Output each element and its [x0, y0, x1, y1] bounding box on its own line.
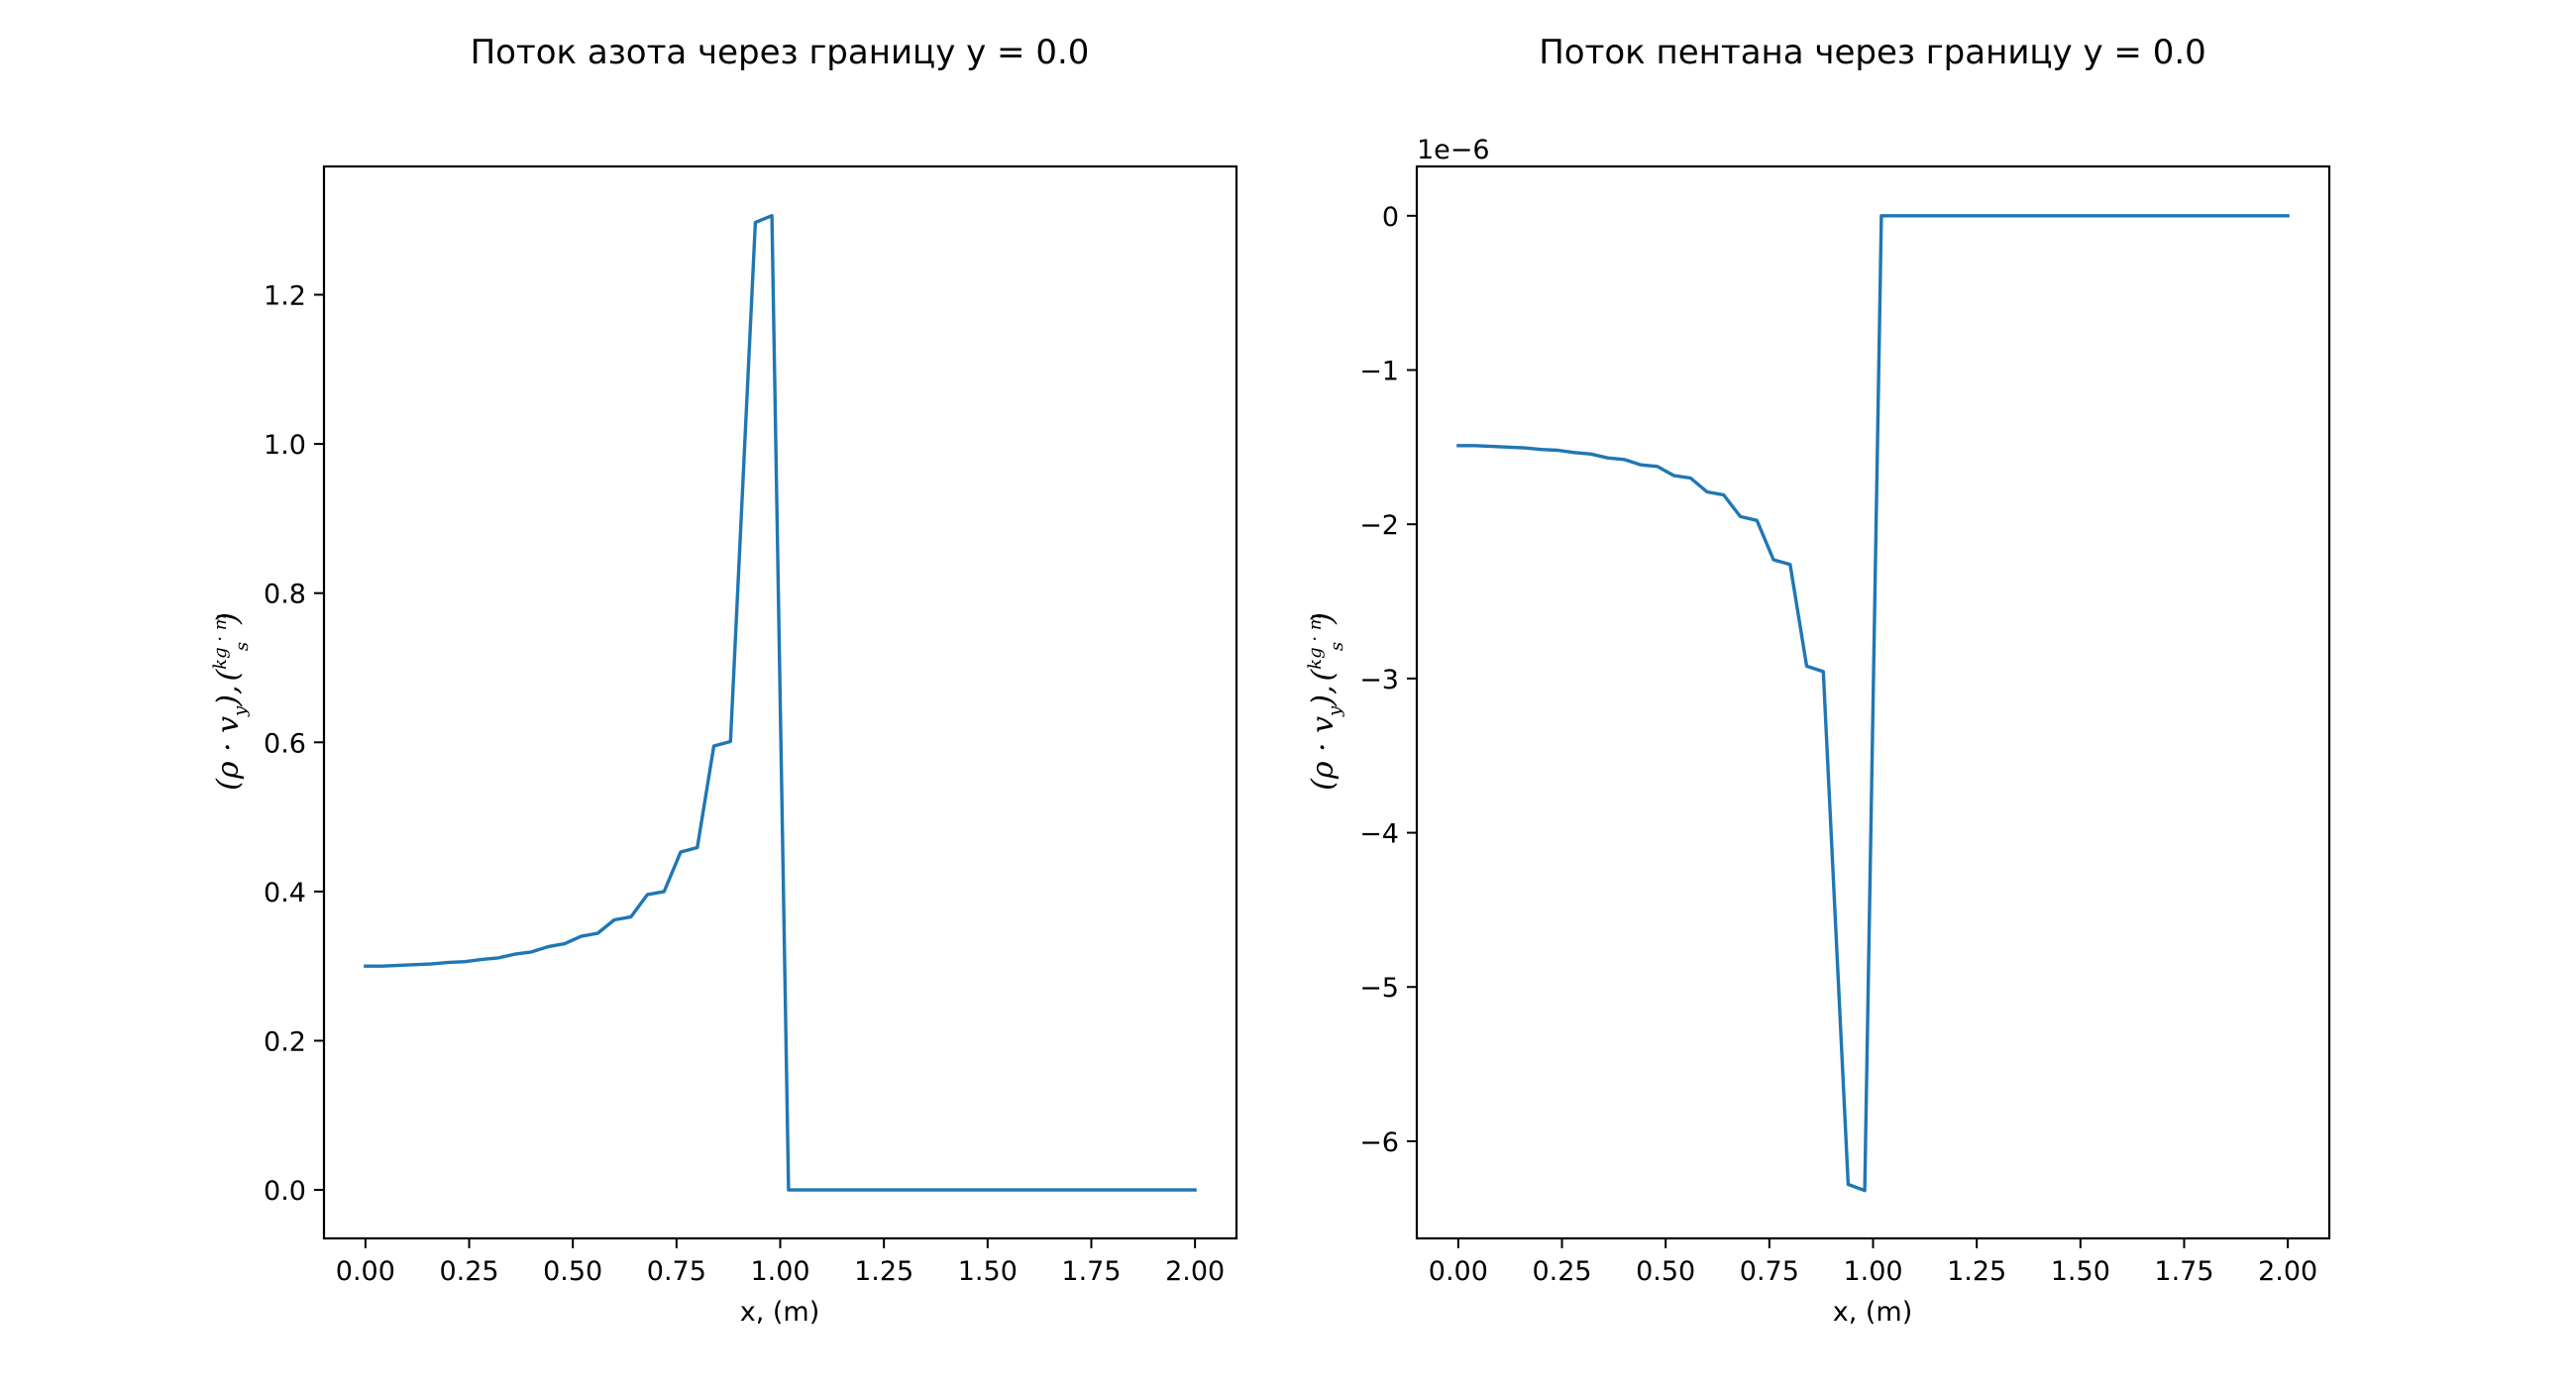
pentane-flux-chart: Поток пентана через границу y = 0.0 1e−6… — [1305, 33, 2331, 1328]
x-tick-label: 0.25 — [439, 1256, 498, 1287]
y-axis-label: (ρ · vy),(kg · ms) — [1305, 612, 1347, 791]
x-tick-label: 1.25 — [854, 1256, 913, 1287]
plot-area-frame — [322, 164, 1238, 1240]
x-tick-label: 1.25 — [1947, 1256, 2006, 1287]
y-tick-label: −5 — [1359, 973, 1399, 1004]
y-label-rest: ), — [1306, 686, 1341, 707]
chart-title: Поток пентана через границу y = 0.0 — [1539, 33, 2206, 72]
svg-text:(ρ · vy),(kg · ms): (ρ · vy),(kg · ms) — [210, 612, 253, 791]
y-label-unit-numerator: kg · m — [210, 613, 231, 670]
y-label-main: (ρ · v — [1306, 716, 1341, 791]
x-tick-label: 0.75 — [1740, 1256, 1799, 1287]
x-tick-label: 1.00 — [1843, 1256, 1902, 1287]
x-tick-label: 2.00 — [2258, 1256, 2317, 1287]
x-tick-label: 0.25 — [1532, 1256, 1591, 1287]
y-tick-label: 0.6 — [264, 728, 306, 759]
y-tick-label: 0.0 — [264, 1176, 306, 1207]
y-label-rest: ), — [211, 686, 246, 707]
x-tick-label: 1.75 — [2154, 1256, 2213, 1287]
y-tick-label: 0 — [1382, 202, 1399, 233]
x-tick-label: 1.75 — [1061, 1256, 1121, 1287]
x-tick-label: 1.50 — [958, 1256, 1018, 1287]
x-tick-label: 1.00 — [750, 1256, 809, 1287]
y-label-unit-numerator: kg · m — [1305, 613, 1326, 670]
y-tick-label: −4 — [1359, 819, 1399, 850]
x-tick-label: 0.50 — [543, 1256, 602, 1287]
series-line — [364, 213, 1197, 1192]
y-tick-label: 0.4 — [264, 878, 306, 908]
x-tick-label: 0.00 — [1429, 1256, 1488, 1287]
x-axis-label: x, (m) — [740, 1297, 820, 1328]
x-tick-label: 1.50 — [2051, 1256, 2110, 1287]
y-label-main: (ρ · v — [211, 716, 246, 791]
y-tick-label: −1 — [1359, 357, 1399, 387]
plot-area-frame — [1415, 164, 2331, 1240]
y-label-unit-denominator: s — [232, 642, 253, 651]
series-line — [1456, 214, 2290, 1193]
x-tick-label: 0.75 — [647, 1256, 706, 1287]
y-label-subscript: y — [230, 705, 251, 717]
y-tick-label: 1.0 — [264, 430, 306, 461]
x-tick-label: 0.50 — [1636, 1256, 1695, 1287]
y-tick-label: 1.2 — [264, 281, 306, 312]
x-tick-label: 2.00 — [1165, 1256, 1225, 1287]
y-label-unit-denominator: s — [1327, 642, 1347, 651]
nitrogen-flux-chart: Поток азота через границу y = 0.0 (ρ · v… — [210, 33, 1238, 1328]
svg-text:(ρ · vy),(kg · ms): (ρ · vy),(kg · ms) — [1305, 612, 1347, 791]
y-tick-label: −2 — [1359, 510, 1399, 541]
y-label-subscript: y — [1325, 705, 1345, 717]
y-tick-label: 0.8 — [264, 580, 306, 610]
y-tick-label: −6 — [1359, 1127, 1399, 1158]
y-tick-label: 0.2 — [264, 1026, 306, 1057]
y-axis-label: (ρ · vy),(kg · ms) — [210, 612, 253, 791]
x-axis-label: x, (m) — [1833, 1297, 1913, 1328]
y-offset-text: 1e−6 — [1417, 135, 1490, 165]
chart-title: Поток азота через границу y = 0.0 — [471, 33, 1090, 72]
x-tick-label: 0.00 — [336, 1256, 395, 1287]
y-tick-label: −3 — [1359, 665, 1399, 695]
